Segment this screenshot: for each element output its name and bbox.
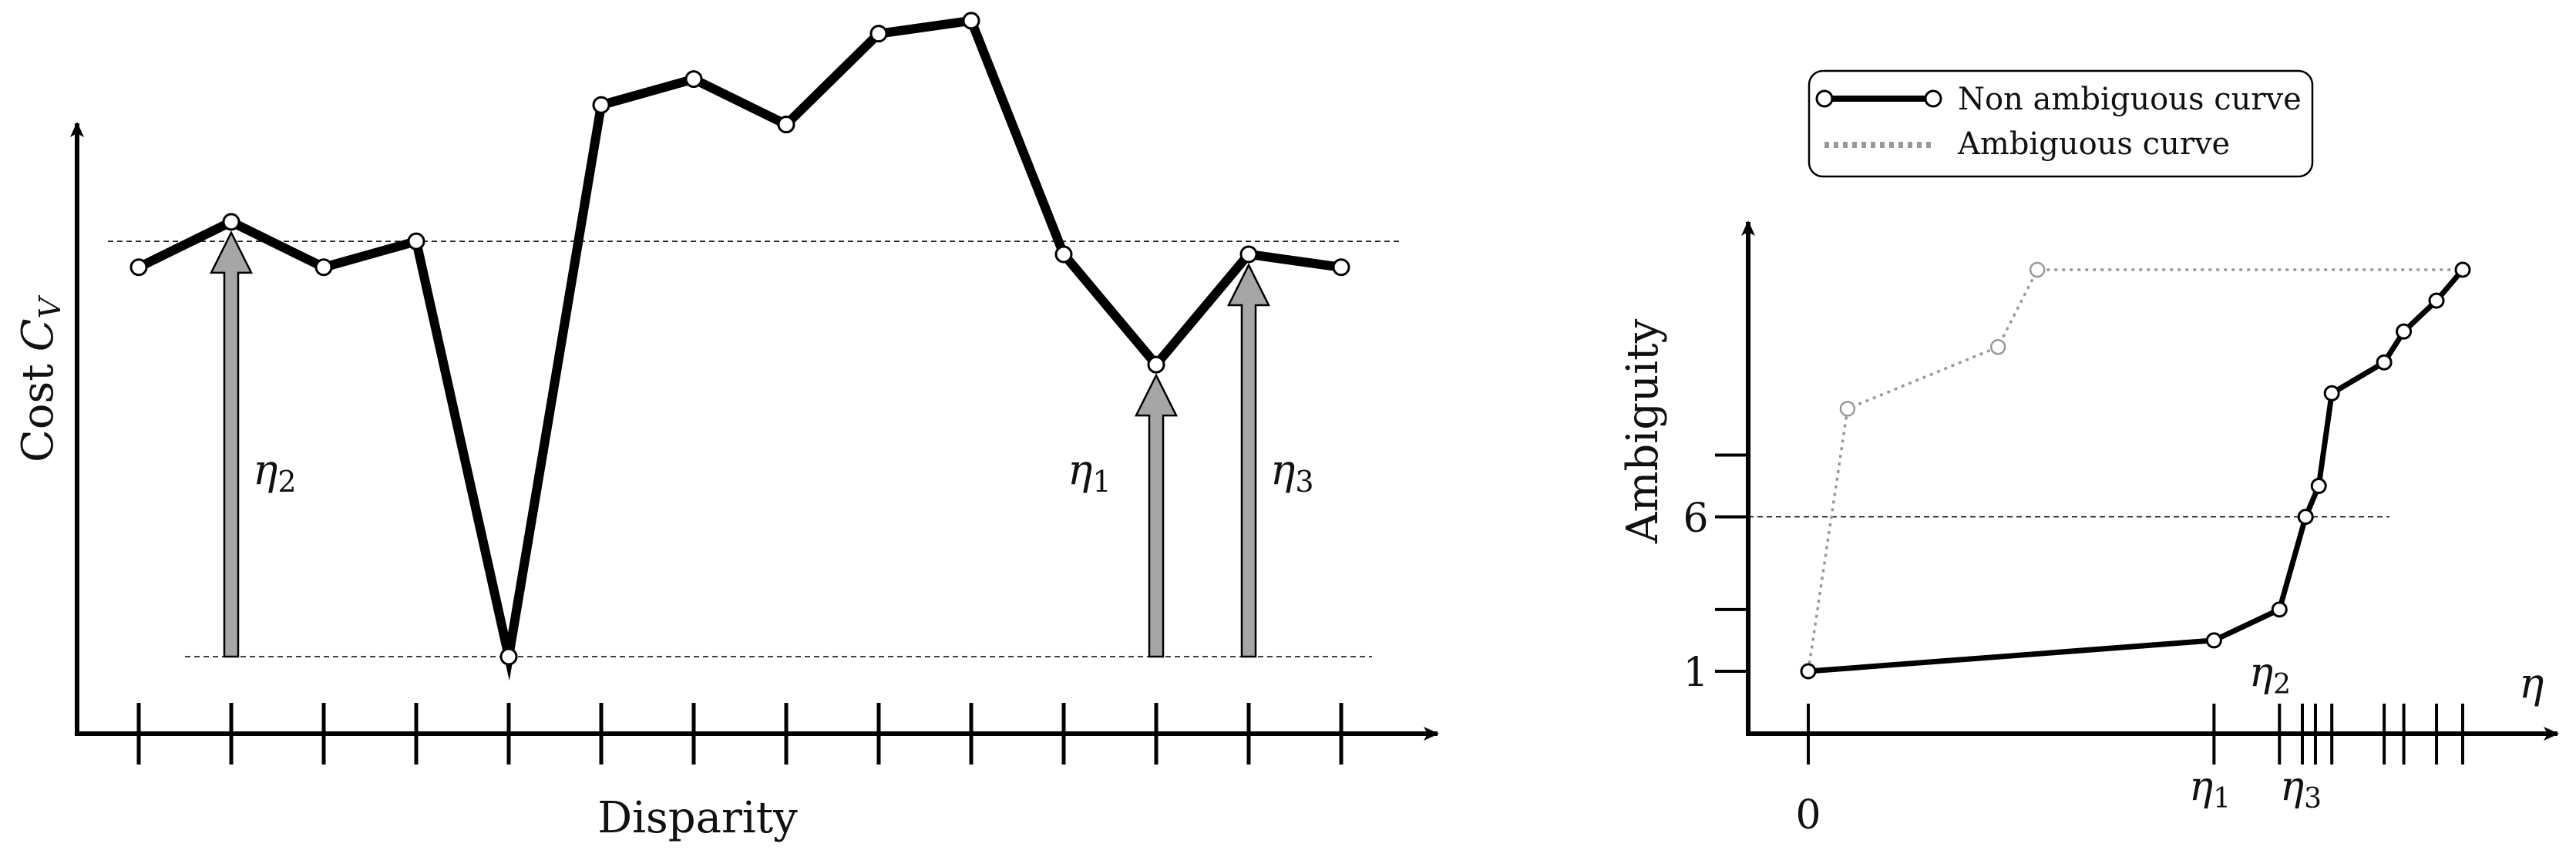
right-x-ticks bbox=[1807, 704, 2464, 765]
right-panel: Non ambiguous curve Ambiguous curve Ambi… bbox=[1618, 69, 2559, 839]
eta1-subscript: 1 bbox=[2213, 783, 2231, 815]
eta-subscript: 2 bbox=[277, 465, 296, 499]
non-ambiguous-point-1 bbox=[2205, 632, 2222, 649]
non-ambiguous-point-9 bbox=[2454, 261, 2471, 278]
cost-point-1 bbox=[222, 213, 240, 231]
ambiguous-curve bbox=[1807, 261, 2463, 672]
cost-point-11 bbox=[1147, 355, 1165, 374]
ambiguous-curve-line bbox=[1807, 268, 2463, 672]
y-tick-label-1: 1 bbox=[1683, 650, 1708, 696]
eta-subscript: 3 bbox=[1295, 465, 1313, 499]
non-ambiguous-curve bbox=[1800, 261, 2471, 680]
cost-point-9 bbox=[962, 12, 980, 30]
non-ambiguous-point-7 bbox=[2396, 323, 2413, 340]
non-ambiguous-point-8 bbox=[2428, 292, 2445, 309]
cost-point-7 bbox=[777, 116, 795, 134]
eta3-subscript: 3 bbox=[2304, 783, 2322, 815]
legend-solid-marker-right bbox=[1924, 89, 1942, 108]
eta-symbol: η bbox=[1270, 445, 1295, 494]
x-tick-label-eta1: η1 bbox=[2189, 764, 2231, 815]
eta-arrow-2 bbox=[209, 230, 254, 658]
cost-point-3 bbox=[407, 232, 425, 250]
y-label-symbol: C bbox=[13, 318, 63, 351]
ambiguous-point-3 bbox=[2029, 261, 2046, 278]
ambiguous-point-1 bbox=[1839, 401, 1856, 417]
eta1-symbol: η bbox=[2189, 764, 2213, 810]
cost-point-2 bbox=[314, 258, 333, 277]
non-ambiguous-point-6 bbox=[2376, 354, 2393, 371]
cost-curve-line bbox=[136, 15, 1342, 681]
non-ambiguous-point-5 bbox=[2323, 385, 2340, 402]
right-y-axis-label: Ambiguity bbox=[1618, 318, 1668, 544]
eta-symbol: η bbox=[253, 445, 277, 494]
eta-symbol: η bbox=[1068, 445, 1092, 494]
left-x-axis-label: Disparity bbox=[597, 793, 798, 843]
y-tick-label-6: 6 bbox=[1683, 496, 1708, 542]
eta-arrow-3 bbox=[1226, 263, 1271, 658]
non-ambiguous-point-4 bbox=[2310, 478, 2327, 495]
non-ambiguous-point-2 bbox=[2271, 601, 2288, 618]
left-y-axis-label: Cost CV bbox=[13, 294, 67, 462]
ambiguous-point-2 bbox=[1989, 338, 2006, 355]
legend: Non ambiguous curve Ambiguous curve bbox=[1808, 69, 2314, 178]
cost-point-5 bbox=[592, 96, 610, 114]
cost-point-13 bbox=[1332, 258, 1350, 277]
non-ambiguous-point-0 bbox=[1800, 663, 1817, 680]
cost-curve bbox=[129, 12, 1350, 681]
eta2-subscript: 2 bbox=[2273, 669, 2291, 701]
left-threshold-lines bbox=[108, 240, 1403, 657]
left-x-ticks bbox=[136, 703, 1343, 765]
non-ambiguous-curve-line bbox=[1808, 267, 2465, 674]
legend-solid-marker-left bbox=[1815, 89, 1834, 108]
eta-label-1: η1 bbox=[1068, 445, 1111, 499]
eta2-symbol: η bbox=[2249, 650, 2273, 696]
cost-point-12 bbox=[1239, 245, 1258, 264]
cost-point-6 bbox=[684, 70, 703, 89]
right-y-ticks bbox=[1715, 453, 1748, 673]
eta-label-3: η3 bbox=[1270, 445, 1314, 499]
eta-arrow-1 bbox=[1134, 373, 1179, 658]
left-panel: η2 η1 η3 CostCV Disparity bbox=[13, 12, 1439, 843]
x-tick-label-zero: 0 bbox=[1795, 792, 1821, 839]
legend-label-ambiguous: Ambiguous curve bbox=[1957, 126, 2230, 162]
y-label-subscript: V bbox=[33, 294, 67, 318]
eta-label-2: η2 bbox=[253, 445, 297, 499]
right-x-axis-symbol: η bbox=[2519, 659, 2544, 707]
non-ambiguous-point-3 bbox=[2297, 509, 2314, 526]
y-label-word: Cost bbox=[13, 364, 63, 462]
eta-subscript: 1 bbox=[1092, 465, 1111, 499]
cost-point-8 bbox=[869, 25, 888, 43]
cost-point-4 bbox=[499, 647, 518, 666]
legend-label-non-ambiguous: Non ambiguous curve bbox=[1958, 82, 2302, 117]
x-tick-label-eta3: η3 bbox=[2280, 764, 2322, 815]
x-tick-label-eta2: η2 bbox=[2249, 650, 2291, 701]
eta3-symbol: η bbox=[2280, 764, 2304, 810]
left-eta-arrows: η2 η1 η3 bbox=[209, 230, 1314, 658]
cost-point-10 bbox=[1054, 245, 1073, 264]
cost-point-0 bbox=[129, 258, 148, 277]
